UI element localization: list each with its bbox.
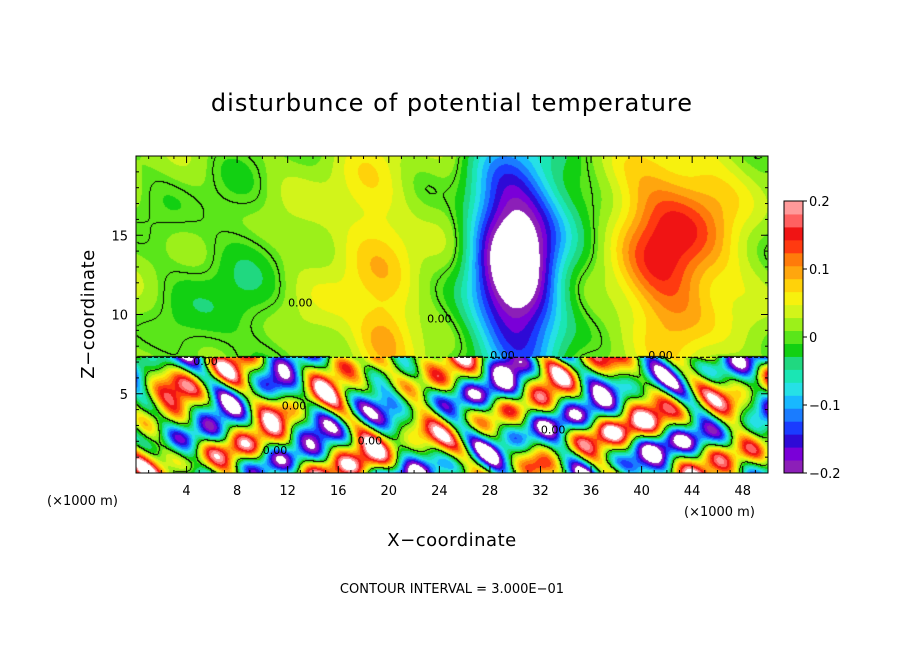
colorbar-tick-label: 0.1 [809,263,830,278]
colorbar-swatch [784,239,803,254]
colorbar-swatch [784,226,803,241]
colorbar-swatch [784,395,803,409]
x-tick-label: 4 [182,484,190,499]
x-axis: 4 8 12 16 20 24 28 32 36 40 44 48 [148,156,756,499]
colorbar: 0.2 0.1 0 −0.1 −0.2 [783,195,841,482]
colorbar-swatch [784,265,803,280]
colorbar-swatch [784,447,803,461]
contour-label: 0.00 [193,355,218,368]
colorbar-tick-label: 0 [809,331,817,346]
x-axis-label: X−coordinate [387,530,516,551]
x-unit-right: (×1000 m) [684,505,755,520]
colorbar-swatch [784,278,803,293]
colorbar-swatch [784,201,803,215]
contour-labels: 0.00 0.00 0.00 0.00 0.00 0.00 0.00 0.00 0.00 [193,297,673,457]
colorbar-swatch [784,356,803,370]
colorbar-swatch [784,382,803,396]
contour-interval-note: CONTOUR INTERVAL = 3.000E−01 [340,582,564,597]
x-tick-label: 32 [532,484,549,499]
colorbar-tick-label: 0.2 [809,195,830,210]
colorbar-swatch [784,330,803,344]
contour-label: 0.00 [358,434,383,447]
y-axis: 5 10 15 [111,171,768,458]
heatmap-field [136,156,768,473]
x-tick-label: 36 [583,484,600,499]
contour-label: 0.00 [288,297,313,310]
y-axis-label: Z−coordinate [78,249,99,378]
colorbar-swatch [784,291,803,306]
x-tick-label: 24 [431,484,448,499]
colorbar-swatch [784,460,803,474]
colorbar-tick-label: −0.2 [809,467,841,482]
x-tick-label: 16 [330,484,347,499]
contour-label: 0.00 [648,349,673,362]
x-tick-label: 48 [734,484,751,499]
contour-label: 0.00 [263,444,288,457]
colorbar-swatch [784,434,803,448]
contour-label: 0.00 [490,349,515,362]
x-tick-label: 20 [381,484,398,499]
x-tick-label: 28 [482,484,499,499]
chart-title: disturbunce of potential temperature [211,89,693,117]
colorbar-swatch [784,343,803,357]
colorbar-swatch [784,408,803,422]
contour-label: 0.00 [282,400,307,413]
x-tick-label: 44 [684,484,701,499]
colorbar-swatch [784,252,803,267]
x-tick-label: 12 [279,484,296,499]
colorbar-swatch [784,317,803,332]
x-tick-label: 8 [233,484,241,499]
colorbar-tick-label: −0.1 [809,399,841,414]
x-unit-left: (×1000 m) [47,494,118,509]
y-tick-label: 15 [111,229,128,244]
contour-label: 0.00 [427,312,452,325]
y-tick-label: 5 [120,388,128,403]
colorbar-swatch [784,369,803,383]
colorbar-swatch [784,304,803,319]
colorbar-swatch [784,213,803,228]
y-tick-label: 10 [111,309,128,324]
x-tick-label: 40 [633,484,650,499]
plot-area: 0.00 0.00 0.00 0.00 0.00 0.00 0.00 0.00 0.00 [136,156,768,473]
colorbar-swatch [784,421,803,435]
contour-label: 0.00 [541,423,566,436]
